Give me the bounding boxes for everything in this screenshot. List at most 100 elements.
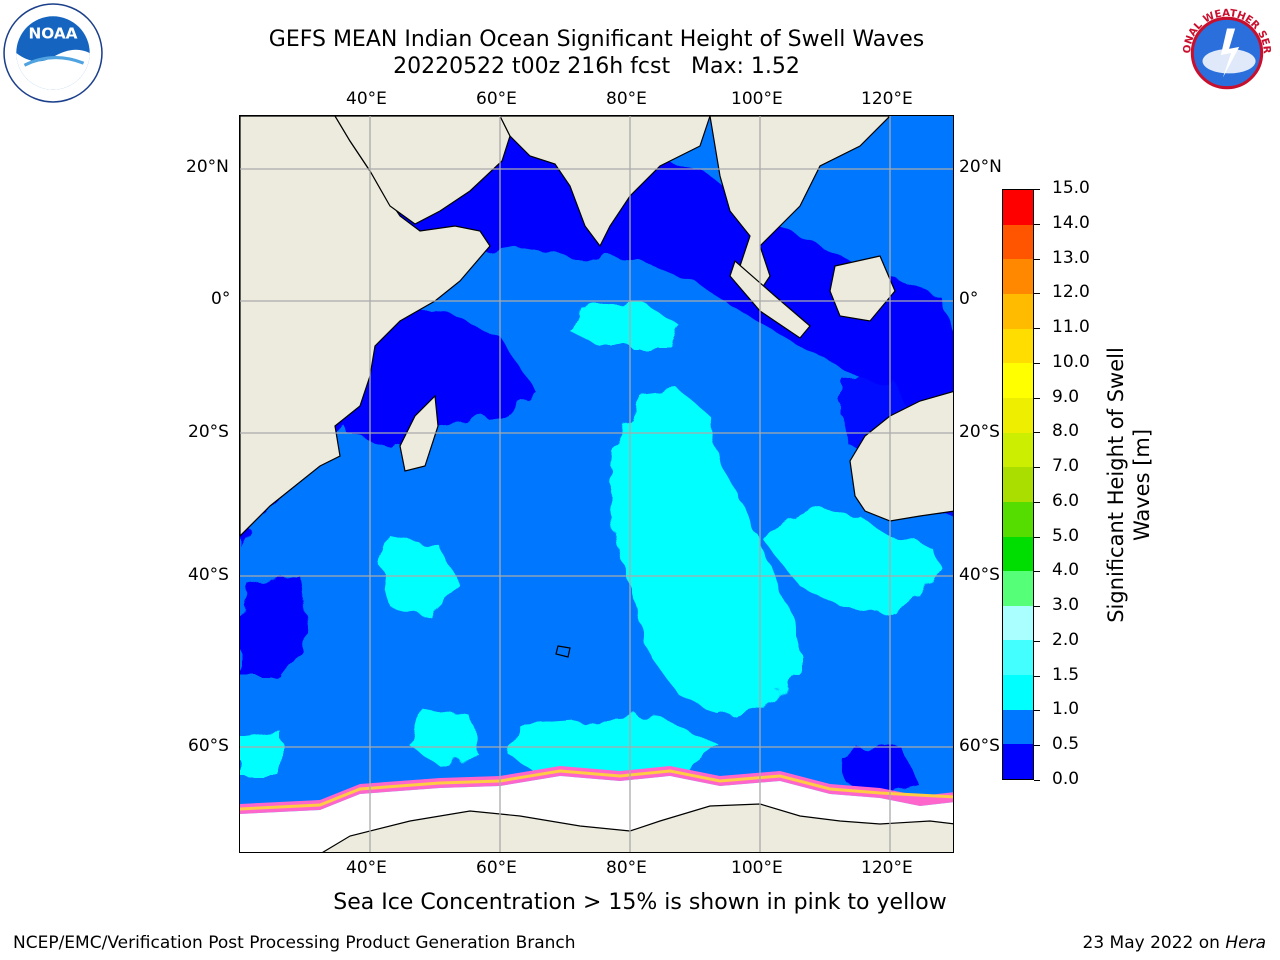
colorbar-label-line1: Significant Height of Swell bbox=[1104, 347, 1128, 623]
colorbar-segment bbox=[1003, 224, 1033, 260]
lat-tick-right-0: 0° bbox=[959, 289, 979, 309]
colorbar-tick-mark bbox=[1034, 258, 1040, 260]
lat-tick-right-60s: 60°S bbox=[959, 736, 1000, 756]
colorbar-segment bbox=[1003, 571, 1033, 606]
colorbar-segment bbox=[1003, 536, 1033, 572]
colorbar-tick-label: 15.0 bbox=[1052, 178, 1090, 198]
footer-credit: NCEP/EMC/Verification Post Processing Pr… bbox=[13, 933, 576, 953]
footer-date-text: 23 May 2022 on bbox=[1082, 933, 1220, 953]
colorbar-tick-mark bbox=[1034, 780, 1040, 781]
colorbar-tick-label: 10.0 bbox=[1052, 351, 1090, 372]
kerguelen-island bbox=[555, 645, 571, 658]
colorbar-segment bbox=[1003, 709, 1033, 745]
colorbar-tick-label: 3.0 bbox=[1052, 595, 1080, 616]
colorbar-tick-mark bbox=[1034, 745, 1040, 747]
colorbar-tick-label: 13.0 bbox=[1052, 247, 1090, 268]
borneo-land bbox=[829, 255, 896, 322]
sea-ice-edge-yellow bbox=[240, 769, 953, 811]
colorbar-segment bbox=[1003, 467, 1033, 502]
sea-ice-edge bbox=[240, 766, 953, 814]
colorbar-segment bbox=[1003, 294, 1033, 329]
lat-tick-left-60s: 60°S bbox=[188, 736, 229, 756]
lon-tick-bottom-100e: 100°E bbox=[731, 858, 783, 878]
map-title-line2: 20220522 t00z 216h fcst Max: 1.52 bbox=[393, 54, 800, 79]
colorbar-tick-mark bbox=[1034, 362, 1040, 364]
lat-tick-right-20s: 20°S bbox=[959, 422, 1000, 442]
colorbar-tick-mark bbox=[1034, 328, 1040, 330]
moderate-swell-regions bbox=[240, 301, 940, 776]
colorbar-tick-mark bbox=[1034, 293, 1040, 295]
sea-ice-annotation: Sea Ice Concentration > 15% is shown in … bbox=[333, 890, 947, 915]
colorbar-tick-mark bbox=[1034, 640, 1040, 642]
lon-tick-bottom-40e: 40°E bbox=[346, 858, 387, 878]
colorbar-tick-label: 6.0 bbox=[1052, 490, 1080, 511]
india-land bbox=[499, 116, 711, 248]
colorbar-segment bbox=[1003, 640, 1033, 676]
map-panel bbox=[239, 115, 954, 853]
lat-tick-left-40s: 40°S bbox=[188, 565, 229, 585]
colorbar-segment bbox=[1003, 190, 1033, 225]
colorbar-tick-mark bbox=[1034, 397, 1040, 399]
colorbar-segment bbox=[1003, 259, 1033, 295]
southeast-asia-land bbox=[709, 116, 891, 293]
colorbar-tick-mark bbox=[1034, 710, 1040, 712]
colorbar-tick-label: 11.0 bbox=[1052, 317, 1090, 338]
lat-tick-left-0: 0° bbox=[211, 289, 231, 309]
colorbar-tick-label: 2.0 bbox=[1052, 629, 1080, 650]
colorbar-tick-label: 12.0 bbox=[1052, 282, 1090, 303]
colorbar-segment bbox=[1003, 397, 1033, 433]
colorbar-tick-label: 8.0 bbox=[1052, 421, 1080, 442]
colorbar-tick-mark bbox=[1034, 571, 1040, 573]
colorbar-tick-label: 1.0 bbox=[1052, 699, 1080, 720]
noaa-logo: NOAA bbox=[3, 3, 103, 103]
colorbar-label-line2: Waves [m] bbox=[1130, 428, 1154, 542]
lon-tick-top-60e: 60°E bbox=[476, 89, 517, 109]
colorbar-tick-mark bbox=[1034, 189, 1040, 190]
colorbar-segment bbox=[1003, 675, 1033, 710]
svg-text:NOAA: NOAA bbox=[28, 25, 77, 43]
lon-tick-bottom-60e: 60°E bbox=[476, 858, 517, 878]
graticule bbox=[240, 116, 953, 852]
colorbar-segment bbox=[1003, 501, 1033, 537]
colorbar-segment bbox=[1003, 432, 1033, 468]
colorbar-tick-mark bbox=[1034, 675, 1040, 677]
colorbar-tick-mark bbox=[1034, 223, 1040, 225]
colorbar-tick-label: 0.5 bbox=[1052, 734, 1080, 755]
colorbar-tick-label: 9.0 bbox=[1052, 386, 1080, 407]
australia-land bbox=[849, 390, 953, 522]
colorbar-tick-label: 14.0 bbox=[1052, 212, 1090, 233]
lat-tick-left-20n: 20°N bbox=[186, 157, 229, 177]
lon-tick-top-100e: 100°E bbox=[731, 89, 783, 109]
colorbar-tick-mark bbox=[1034, 536, 1040, 538]
colorbar-tick-label: 0.0 bbox=[1052, 769, 1080, 789]
colorbar-segment bbox=[1003, 744, 1033, 779]
colorbar-tick-mark bbox=[1034, 467, 1040, 469]
nws-logo: NATIONAL WEATHER SERVICE bbox=[1176, 2, 1276, 102]
lon-tick-bottom-120e: 120°E bbox=[861, 858, 913, 878]
lat-tick-right-20n: 20°N bbox=[959, 157, 1002, 177]
colorbar-label: Significant Height of Swell Waves [m] bbox=[1103, 347, 1155, 623]
lon-tick-top-40e: 40°E bbox=[346, 89, 387, 109]
colorbar-segment bbox=[1003, 363, 1033, 398]
swell-height-map bbox=[240, 116, 953, 852]
lon-tick-top-120e: 120°E bbox=[861, 89, 913, 109]
lon-tick-bottom-80e: 80°E bbox=[606, 858, 647, 878]
lon-tick-top-80e: 80°E bbox=[606, 89, 647, 109]
antarctica-land bbox=[322, 803, 953, 852]
colorbar-tick-mark bbox=[1034, 432, 1040, 434]
colorbar-tick-label: 7.0 bbox=[1052, 456, 1080, 477]
colorbar-segment bbox=[1003, 328, 1033, 364]
lat-tick-right-40s: 40°S bbox=[959, 565, 1000, 585]
colorbar-tick-mark bbox=[1034, 606, 1040, 608]
colorbar-tick-label: 1.5 bbox=[1052, 664, 1080, 685]
colorbar-segment bbox=[1003, 605, 1033, 641]
colorbar-tick-mark bbox=[1034, 501, 1040, 503]
footer-date: 23 May 2022 on Hera bbox=[1083, 933, 1267, 953]
colorbar-tick-label: 5.0 bbox=[1052, 525, 1080, 546]
map-title-line1: GEFS MEAN Indian Ocean Significant Heigh… bbox=[268, 27, 925, 52]
colorbar bbox=[1002, 189, 1034, 780]
sumatra-land bbox=[729, 259, 811, 339]
footer-host: Hera bbox=[1225, 933, 1266, 953]
colorbar-tick-label: 4.0 bbox=[1052, 560, 1080, 581]
lat-tick-left-20s: 20°S bbox=[188, 422, 229, 442]
